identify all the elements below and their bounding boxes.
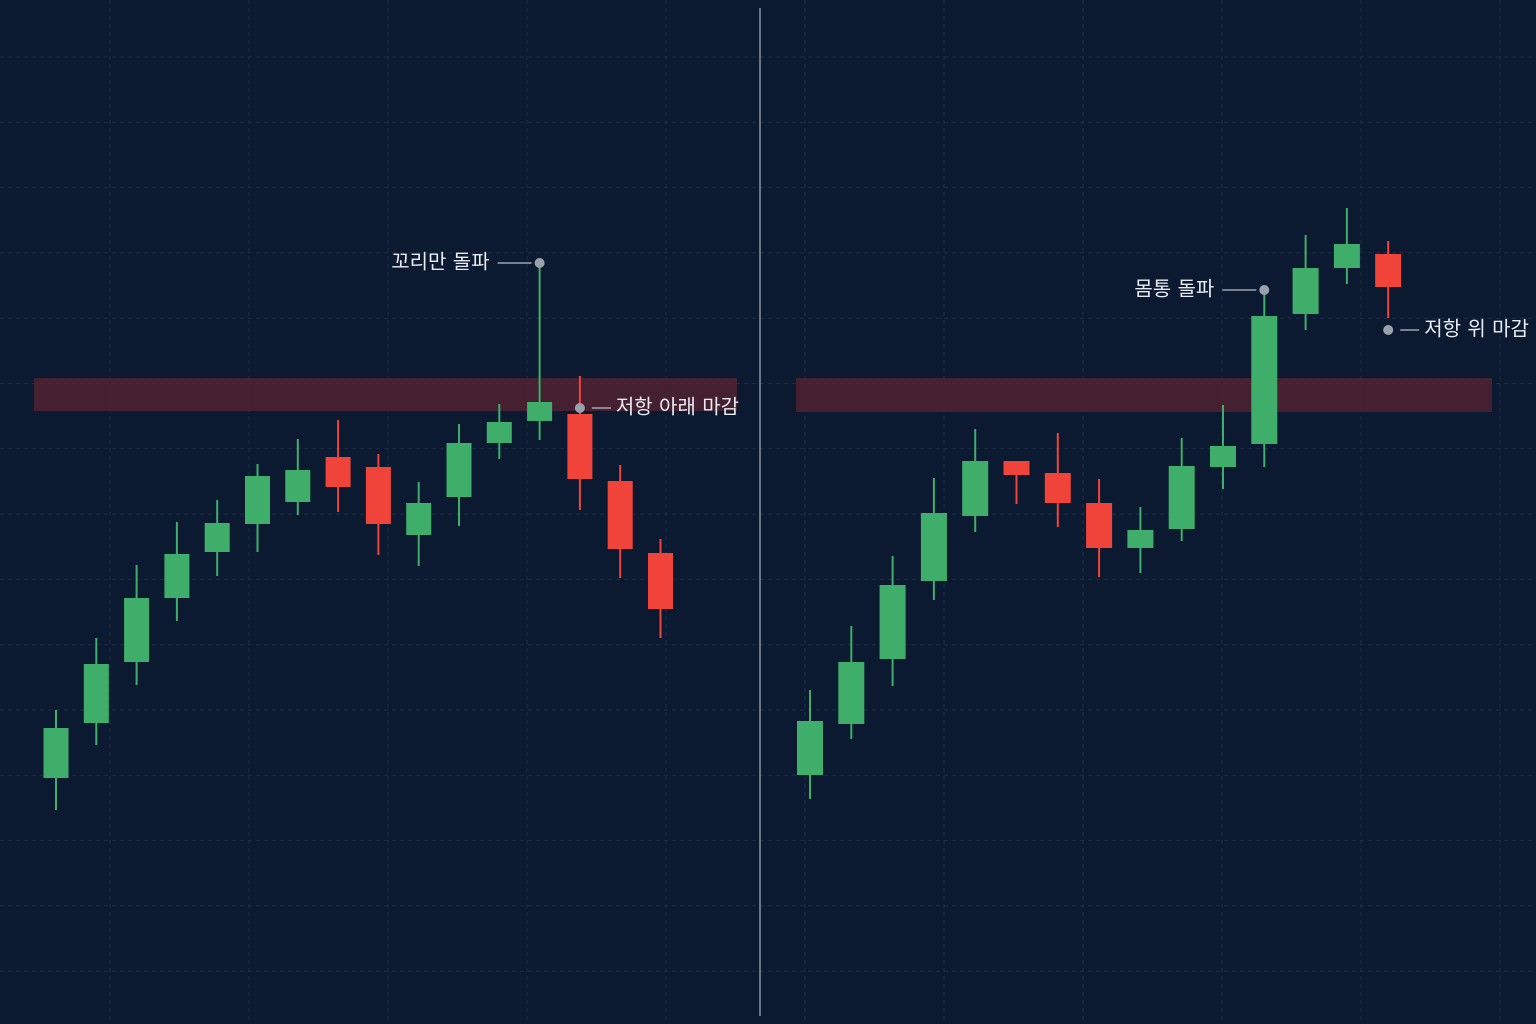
annotation-dot <box>1259 285 1270 295</box>
candle-body <box>204 523 230 552</box>
candle-body <box>648 553 673 609</box>
candle-body <box>1044 473 1071 503</box>
candle-body <box>245 476 270 524</box>
candle-body <box>527 402 553 421</box>
candle-body <box>1375 254 1402 287</box>
annotation-label: 몸통 돌파 <box>1134 277 1214 301</box>
candle-body <box>1251 316 1278 444</box>
candle-body <box>406 503 432 535</box>
candle-body <box>1127 530 1154 548</box>
candle-body <box>446 443 472 497</box>
candle-body <box>1210 446 1236 467</box>
candle-body <box>1168 466 1195 529</box>
annotation-dot <box>574 403 585 413</box>
candle-body <box>1333 244 1360 268</box>
resistance-zone <box>34 378 737 411</box>
annotation-dot <box>1383 325 1394 335</box>
candle-body <box>1292 268 1319 314</box>
resistance-zone <box>796 378 1492 412</box>
candle-body <box>567 414 593 479</box>
candle-body <box>325 457 351 487</box>
candle-body <box>285 470 311 502</box>
candle-body <box>797 721 823 775</box>
candle-body <box>365 467 391 524</box>
annotation-label: 저항 위 마감 <box>1424 317 1529 341</box>
candle-body <box>43 728 69 778</box>
annotation-label: 저항 아래 마감 <box>616 395 739 419</box>
candle-body <box>607 481 633 549</box>
candle-body <box>83 664 109 723</box>
annotation-label: 꼬리만 돌파 <box>391 250 489 274</box>
candle-body <box>1086 503 1113 548</box>
candle-body <box>1003 461 1030 475</box>
candle-body <box>879 585 906 659</box>
candle-body <box>962 461 989 516</box>
candle-body <box>838 662 865 724</box>
candle-body <box>486 422 512 443</box>
candle-body <box>920 513 947 581</box>
candle-body <box>164 554 190 598</box>
annotation-dot <box>534 258 545 268</box>
candle-body <box>124 598 150 662</box>
